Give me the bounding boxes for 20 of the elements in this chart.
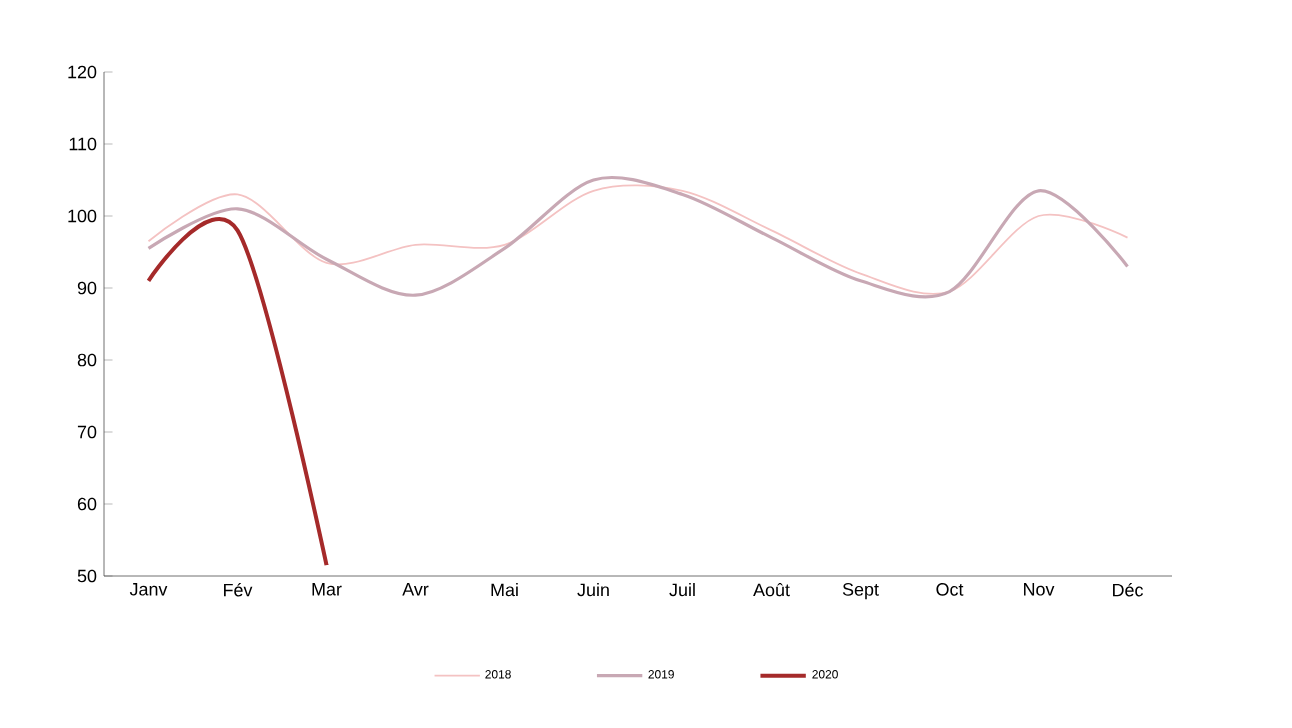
x-tick-label: Août (753, 583, 790, 597)
x-tick-label: Avr (402, 583, 429, 596)
x-tick-label: Fév (224, 583, 253, 597)
y-tick-label: 120 (68, 65, 97, 79)
y-tick-label: 70 (77, 425, 97, 439)
x-tick-label: Nov (1024, 583, 1055, 596)
y-tick-label: 110 (69, 137, 97, 151)
x-tick-label: Déc (1113, 583, 1143, 597)
y-tick-label: 60 (77, 497, 97, 511)
y-tick-label: 100 (68, 209, 97, 223)
x-tick-label: Juil (669, 583, 695, 597)
x-tick-label: Oct (936, 583, 964, 596)
x-tick-label: Sept (842, 583, 879, 600)
x-tick-label: Janv (129, 583, 168, 596)
x-tick-label: Juin (577, 583, 609, 597)
y-tick-label: 50 (77, 569, 97, 583)
x-tick-label: Mar (312, 583, 342, 596)
y-tick-label: 90 (77, 281, 97, 295)
x-tick-label: Mai (491, 583, 518, 597)
y-tick-label: 80 (77, 353, 97, 367)
